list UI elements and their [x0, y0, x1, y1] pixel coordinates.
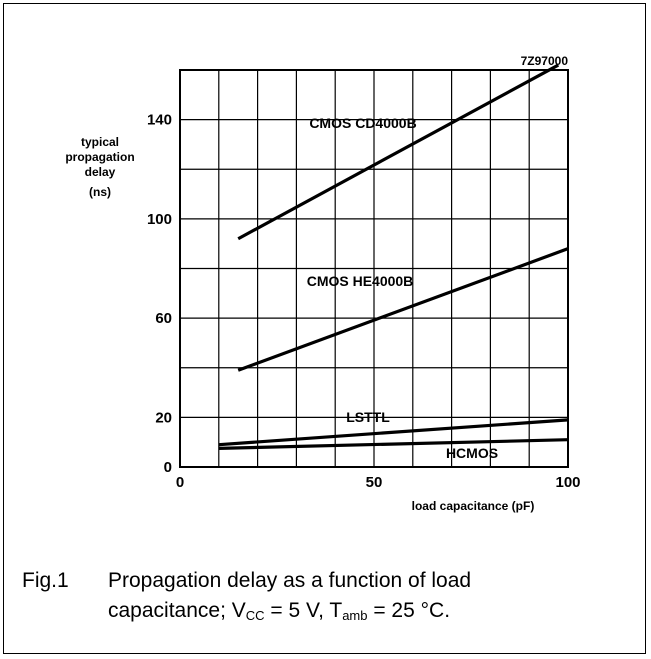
x-tick-label: 100: [555, 474, 580, 491]
series-line-cmos-he4000b: [237, 247, 569, 372]
x-axis-label: load capacitance (pF): [412, 499, 535, 513]
figure-number: Fig.1: [22, 569, 69, 592]
y-axis-label: typical propagation delay (ns): [65, 135, 134, 199]
series-label-cd4000b: CMOS CD4000B: [309, 115, 416, 131]
y-tick-label: 60: [155, 310, 172, 327]
x-tick-label: 50: [366, 474, 383, 491]
vcc-subscript: CC: [245, 608, 265, 623]
caption-line-2-part: = 25 °C.: [367, 599, 451, 622]
y-axis-label-line: delay: [85, 165, 116, 179]
tamb-subscript: amb: [342, 608, 368, 623]
figure-code: 7Z97000: [521, 54, 569, 68]
y-axis-label-line: typical: [81, 135, 119, 149]
caption-line-1: Propagation delay as a function of load: [108, 569, 472, 592]
plot-border: [179, 69, 569, 468]
y-axis-label-line: (ns): [89, 185, 111, 199]
figure-frame: [3, 3, 646, 654]
tick-labels: 0 20 60 100 140 0 50 100: [147, 112, 581, 491]
caption-line-2-part: capacitance; V: [108, 599, 246, 622]
series-line-lsttl: [218, 418, 569, 447]
caption-text: Propagation delay as a function of load …: [108, 566, 618, 626]
series-lines: [218, 63, 569, 450]
y-tick-label: 100: [147, 211, 172, 228]
y-axis-label-line: propagation: [65, 150, 134, 164]
y-tick-label: 140: [147, 112, 172, 129]
caption-line-2: capacitance; VCC = 5 V, Tamb = 25 °C.: [108, 599, 450, 622]
series-label-hcmos: HCMOS: [446, 445, 498, 461]
series-label-lsttl: LSTTL: [346, 409, 390, 425]
grid: [180, 70, 568, 467]
series-line-hcmos: [218, 438, 569, 450]
series-label-he4000b: CMOS HE4000B: [307, 273, 414, 289]
caption-line-2-part: = 5 V, T: [264, 599, 343, 622]
x-tick-label: 0: [176, 474, 184, 491]
series-line-cmos-cd4000b: [237, 63, 560, 241]
y-tick-label: 0: [164, 459, 172, 476]
y-tick-label: 20: [155, 409, 172, 426]
